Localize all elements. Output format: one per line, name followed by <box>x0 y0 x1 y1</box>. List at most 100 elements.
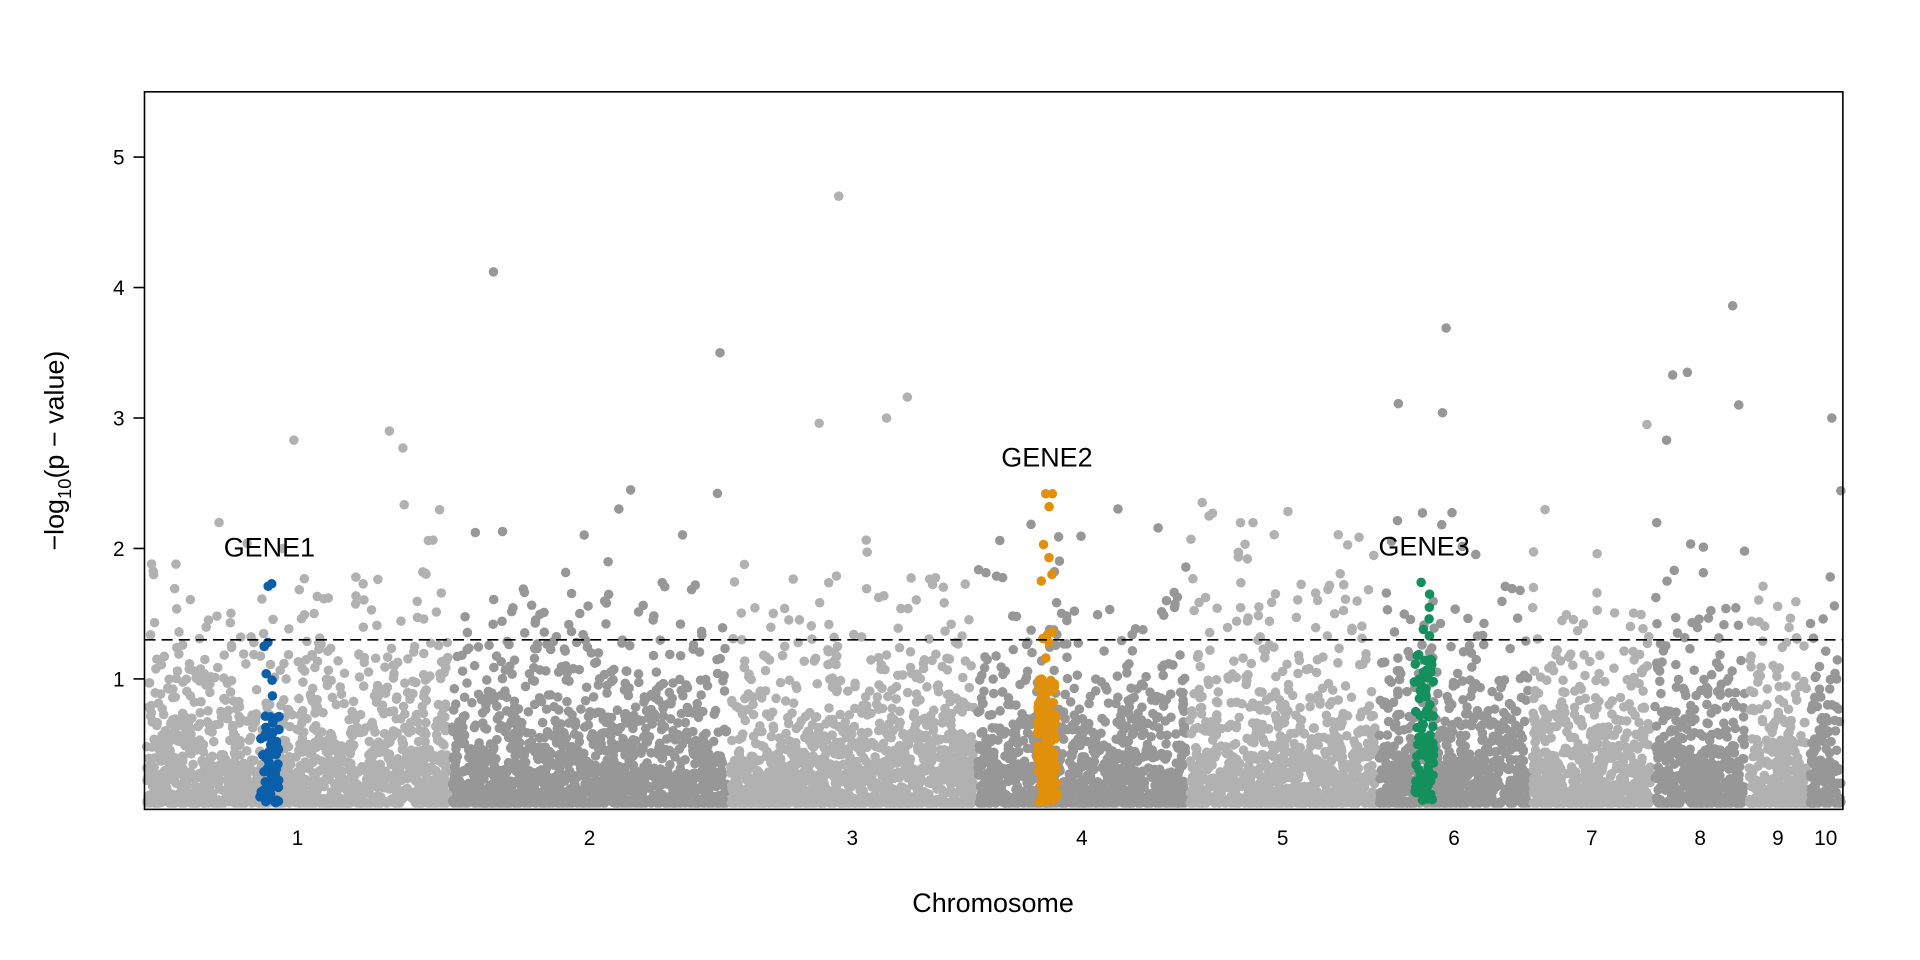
snp-point-chr3 <box>741 763 752 773</box>
snp-point-chr2 <box>635 780 646 790</box>
snp-point-chr1 <box>348 765 359 775</box>
snp-point-chr2 <box>606 712 617 723</box>
snp-point-chr5 <box>1335 569 1345 579</box>
snp-point-chr1 <box>441 761 451 771</box>
snp-point-chr2 <box>671 798 682 808</box>
snp-point-chr2 <box>508 602 518 613</box>
snp-point-chr2 <box>717 623 728 633</box>
snp-point-chr2 <box>695 769 706 780</box>
snp-point-chr1 <box>199 798 209 808</box>
snp-point-chr1 <box>223 705 234 716</box>
snp-point-chr5 <box>1189 605 1199 616</box>
snp-point-chr5 <box>1346 692 1357 702</box>
snp-point-chr3 <box>761 709 772 719</box>
snp-point-chr2 <box>603 589 614 600</box>
snp-point-chr1 <box>234 718 245 728</box>
snp-point-chr5 <box>1338 605 1349 616</box>
snp-point-chr1 <box>372 620 382 631</box>
snp-point-chr2 <box>597 790 608 800</box>
snp-point-chr1 <box>249 755 259 766</box>
snp-point-chr2 <box>605 774 615 784</box>
snp-point-chr4 <box>1146 732 1156 742</box>
snp-point-chr2 <box>530 615 541 625</box>
snp-point-chr1 <box>336 689 347 699</box>
snp-point-chr2 <box>467 697 477 708</box>
snp-point-chr4 <box>1015 716 1026 726</box>
snp-point-chr2 <box>575 608 585 619</box>
snp-point-chr4 <box>991 780 1001 791</box>
snp-point-chr1 <box>323 798 334 808</box>
snp-point-chr1 <box>307 683 318 694</box>
snp-point-chr1 <box>387 731 398 742</box>
snp-point-chr1 <box>419 687 430 698</box>
snp-point-chr3 <box>915 715 926 725</box>
snp-point-chr1 <box>257 594 267 604</box>
snp-point-chr1 <box>149 777 160 788</box>
snp-point-chr1 <box>390 774 401 785</box>
snp-point-chr1 <box>373 574 383 585</box>
snp-point-chr1 <box>249 649 259 660</box>
snp-point-chr4 <box>1154 764 1165 774</box>
snp-point-chr5 <box>1229 656 1239 666</box>
snp-point-chr2 <box>529 782 539 792</box>
snp-point-chr2 <box>715 653 726 664</box>
snp-point-chr1 <box>283 649 294 660</box>
snp-point-chr1 <box>399 499 409 510</box>
snp-point-chr3 <box>760 665 771 676</box>
snp-point-chr3 <box>918 658 929 669</box>
snp-point-chr4 <box>1130 624 1141 634</box>
snp-point-chr4 <box>982 654 992 665</box>
snp-point-chr4 <box>997 797 1007 807</box>
snp-point-chr1 <box>241 764 251 775</box>
snp-point-chr4 <box>1171 782 1181 792</box>
snp-point-chr3 <box>922 682 932 692</box>
snp-point-chr1 <box>312 785 322 796</box>
snp-point-chr1 <box>312 694 322 705</box>
snp-point-chr2 <box>561 675 572 685</box>
snp-point-chr4 <box>1095 780 1106 791</box>
snp-point-chr3 <box>729 577 740 587</box>
snp-point-chr1 <box>170 714 181 724</box>
snp-point-chr4 <box>1092 609 1103 620</box>
snp-point-chr2 <box>602 680 612 691</box>
snp-point-chr2 <box>720 643 730 654</box>
snp-point-chr1 <box>244 788 254 799</box>
snp-point-chr1 <box>331 755 341 766</box>
snp-point-chr4 <box>1138 680 1149 691</box>
snp-point-chr4 <box>1139 778 1150 788</box>
snp-point-chr2 <box>622 666 632 677</box>
snp-point-chr3 <box>899 729 909 739</box>
snp-point-chr3 <box>942 665 953 675</box>
snp-point-chr1 <box>145 630 156 640</box>
snp-point-chr4 <box>1076 531 1086 541</box>
snp-point-chr1 <box>169 583 180 594</box>
snp-point-chr1 <box>187 713 197 723</box>
snp-point-chr2 <box>491 651 502 661</box>
snp-point-chr1 <box>295 726 306 736</box>
snp-point-chr1 <box>294 745 304 756</box>
snp-point-chr3 <box>809 656 820 666</box>
snp-point-chr2 <box>701 674 711 685</box>
snp-point-chr4 <box>976 728 986 738</box>
snp-point-chr2 <box>584 762 595 772</box>
snp-point-chr4 <box>1006 746 1016 757</box>
snp-point-chr2 <box>638 600 648 611</box>
snp-point-chr1 <box>440 778 450 789</box>
snp-point-chr1 <box>391 787 402 798</box>
snp-point-chr1 <box>372 680 383 691</box>
snp-point-chr3 <box>803 752 814 762</box>
snp-point-chr3 <box>960 579 971 589</box>
snp-point-chr3 <box>863 727 873 738</box>
snp-point-chr4 <box>1104 604 1115 615</box>
snp-point-chr4 <box>1100 767 1110 778</box>
snp-point-chr1 <box>158 709 169 720</box>
snp-point-chr1 <box>313 734 324 744</box>
snp-point-chr2 <box>516 786 526 796</box>
snp-point-chr1 <box>375 759 386 770</box>
snp-point-chr1 <box>171 559 181 569</box>
snp-point-chr1 <box>209 736 219 747</box>
snp-point-chr1 <box>316 764 327 775</box>
snp-point-chr4 <box>1129 786 1139 797</box>
snp-point-chr1 <box>204 725 214 736</box>
snp-point-chr1 <box>251 684 262 695</box>
